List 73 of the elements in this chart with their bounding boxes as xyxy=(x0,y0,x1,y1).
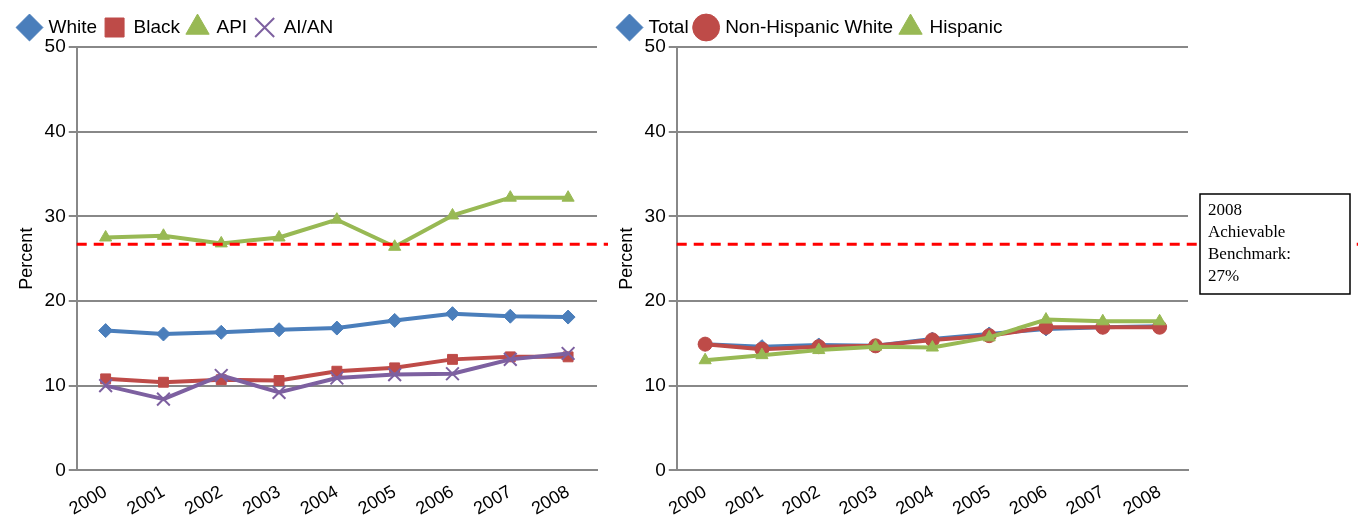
point xyxy=(560,346,576,361)
y-axis-title: Percent xyxy=(615,227,636,290)
legend-label: Non-Hispanic White xyxy=(725,15,894,37)
legend-label: Total xyxy=(648,15,689,37)
point xyxy=(698,352,712,365)
point xyxy=(155,326,171,342)
x-tick-label: 2002 xyxy=(181,481,226,519)
x-tick-label: 2002 xyxy=(778,481,824,519)
point xyxy=(271,322,287,338)
x-tick-label: 2000 xyxy=(664,481,710,519)
x-tick-label: 2005 xyxy=(354,481,400,519)
y-tick-label: 0 xyxy=(655,458,666,480)
point xyxy=(156,228,171,240)
x-tick-label: 2005 xyxy=(949,481,994,519)
x-tick-label: 2007 xyxy=(1062,481,1108,519)
legend-label: Hispanic xyxy=(929,15,1003,37)
point xyxy=(503,190,517,202)
point xyxy=(387,367,403,382)
point xyxy=(444,306,460,322)
point xyxy=(560,309,576,325)
legend-label: White xyxy=(48,15,98,37)
x-tick-label: 2006 xyxy=(412,481,457,519)
ref-line-label: 2008 Achievable Benchmark: 27% xyxy=(1208,199,1292,285)
x-tick-label: 2008 xyxy=(1119,481,1165,519)
point xyxy=(925,340,939,352)
point xyxy=(271,385,287,400)
point xyxy=(272,229,286,242)
point xyxy=(273,375,285,386)
y-tick-label: 20 xyxy=(644,289,666,311)
point xyxy=(156,391,171,407)
y-tick-label: 50 xyxy=(644,35,666,57)
point xyxy=(1153,313,1167,326)
x-tick-label: 2003 xyxy=(835,481,881,519)
point xyxy=(387,312,403,328)
x-tick-label: 2001 xyxy=(721,481,767,519)
x-tick-label: 2003 xyxy=(238,481,284,519)
point xyxy=(329,320,345,336)
legend-label: Black xyxy=(133,15,181,37)
point xyxy=(98,378,113,393)
point xyxy=(330,212,344,224)
y-tick-label: 30 xyxy=(44,204,66,226)
point xyxy=(158,376,169,388)
point xyxy=(1096,313,1110,326)
point xyxy=(388,239,402,251)
point xyxy=(213,324,229,340)
x-tick-label: 2008 xyxy=(527,481,573,519)
point xyxy=(447,353,458,365)
x-tick-label: 2004 xyxy=(892,481,937,519)
point xyxy=(1039,312,1053,324)
point xyxy=(755,347,769,360)
y-axis-title: Percent xyxy=(15,227,36,290)
y-tick-label: 0 xyxy=(55,458,66,480)
y-tick-label: 10 xyxy=(644,373,666,395)
legend-label: API xyxy=(216,15,248,37)
point xyxy=(502,352,518,367)
y-tick-label: 40 xyxy=(44,119,66,141)
x-tick-label: 2000 xyxy=(65,481,111,519)
y-tick-label: 30 xyxy=(644,204,666,226)
point xyxy=(98,323,114,339)
point xyxy=(561,190,575,202)
x-tick-label: 2004 xyxy=(296,481,342,519)
x-tick-label: 2001 xyxy=(123,481,168,519)
point xyxy=(329,370,345,386)
y-tick-label: 40 xyxy=(644,119,666,141)
x-tick-label: 2007 xyxy=(470,481,515,519)
point xyxy=(99,229,113,242)
y-tick-label: 10 xyxy=(44,373,66,395)
point xyxy=(213,368,229,383)
x-tick-label: 2006 xyxy=(1005,481,1051,519)
point xyxy=(445,366,460,382)
y-tick-label: 50 xyxy=(44,35,66,57)
legend-label: AI/AN xyxy=(283,15,334,37)
y-tick-label: 20 xyxy=(44,289,66,311)
